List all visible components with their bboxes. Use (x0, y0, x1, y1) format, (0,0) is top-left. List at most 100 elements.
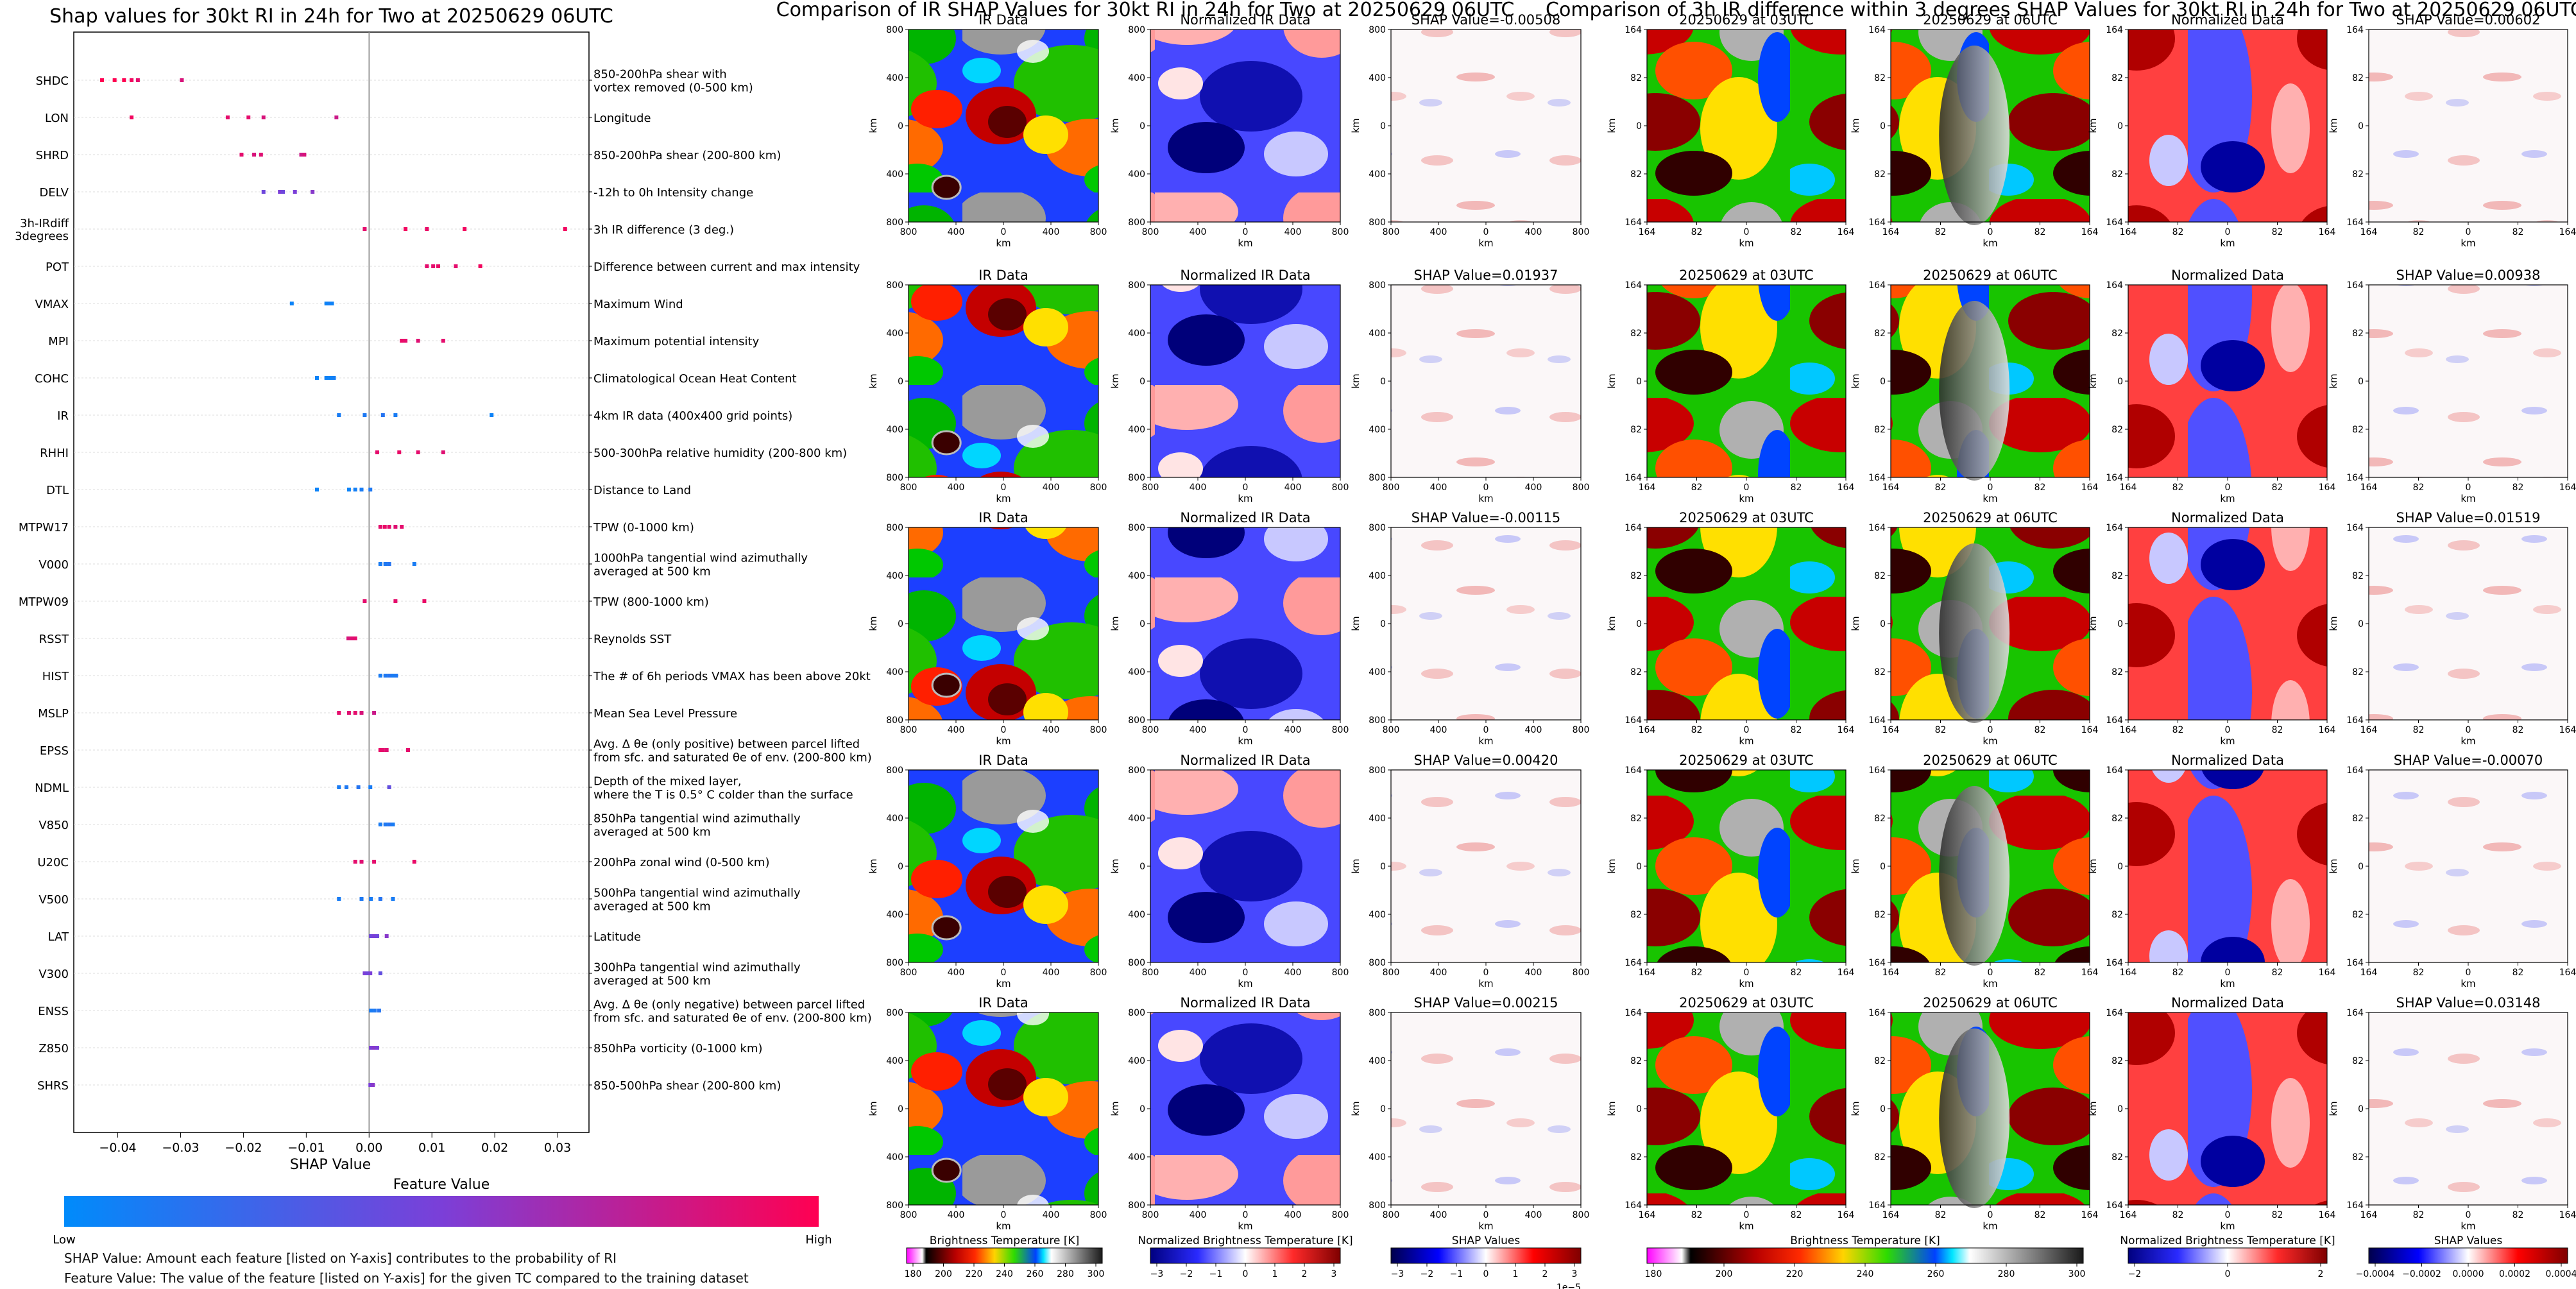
y-tick-label: 82 (1874, 814, 1886, 824)
x-tick-label: 164 (1639, 725, 1656, 735)
shap-point (368, 1083, 373, 1087)
shap-point (259, 153, 263, 157)
x-tick-label: 800 (1090, 227, 1107, 237)
x-tick-label: 82 (1691, 968, 1703, 978)
shap-point (387, 562, 391, 566)
x-axis-label: km (996, 1220, 1011, 1232)
feature-name: IR (57, 409, 69, 423)
x-tick-label: 82 (2512, 968, 2524, 978)
y-tick-label: 164 (1625, 473, 1642, 483)
colorbar (906, 1247, 1103, 1264)
y-tick-label: 164 (2106, 765, 2123, 776)
x-axis-label: km (1739, 493, 1753, 504)
image-panel (1647, 285, 1846, 477)
colorbar-tick-label: 1 (1272, 1269, 1278, 1279)
feature-description: 500hPa tangential wind azimuthally (593, 887, 801, 900)
shap-point (375, 1046, 379, 1050)
feature-name: EPSS (40, 744, 69, 758)
y-axis-label: km (1350, 616, 1361, 631)
x-tick-label: 164 (2319, 725, 2336, 735)
feature-description: Reynolds SST (593, 633, 672, 646)
x-tick-label: 800 (1573, 968, 1590, 978)
y-tick-label: 0 (2117, 121, 2123, 132)
section-title: Comparison of 3h IR difference within 3 … (1546, 0, 2576, 21)
y-tick-label: 164 (1868, 25, 1886, 35)
x-tick-label: 400 (1525, 227, 1542, 237)
y-tick-label: 0 (1139, 121, 1145, 132)
shap-point (383, 674, 388, 678)
panel-title: Normalized Data (2171, 753, 2284, 768)
cold-cloud-top (1939, 786, 2010, 966)
image-panel (1150, 285, 1340, 477)
image-panel (1391, 770, 1581, 962)
shap-point (478, 264, 482, 268)
colorbar-tick-label: 0.0002 (2499, 1269, 2530, 1279)
y-tick-label: 400 (1128, 1152, 1145, 1163)
shap-point (239, 153, 244, 157)
shap-point (246, 115, 251, 119)
feature-name: V850 (38, 819, 69, 832)
y-tick-label: 400 (1128, 910, 1145, 920)
panel-title: SHAP Value=-0.00115 (1412, 510, 1561, 525)
x-tick-label: 82 (1935, 1210, 1947, 1220)
x-tick-label: 0.01 (418, 1141, 445, 1155)
y-tick-label: 0 (898, 377, 903, 387)
shap-point (356, 785, 361, 789)
y-axis-label: km (1606, 118, 1617, 133)
image-panel (2128, 770, 2327, 962)
image-panel (1150, 30, 1340, 222)
x-tick-label: 0 (1001, 725, 1007, 735)
y-tick-label: 82 (2352, 425, 2364, 435)
y-axis-label: km (867, 858, 879, 873)
y-tick-label: 0 (1380, 377, 1386, 387)
x-tick-label: 800 (1332, 1210, 1349, 1220)
feature-name: ENSS (38, 1005, 69, 1018)
x-axis-label: km (1983, 237, 1997, 249)
storm-eye (931, 1157, 962, 1183)
x-tick-label: 82 (2272, 227, 2283, 237)
shap-point (372, 934, 377, 938)
colorbar-tick-label: 240 (1857, 1269, 1874, 1279)
y-tick-label: 82 (2111, 1152, 2123, 1163)
colorbar-tick-label: 1 (1513, 1269, 1519, 1279)
x-axis-label: km (996, 978, 1011, 989)
x-tick-label: 0 (2225, 968, 2231, 978)
shap-point (252, 153, 257, 157)
shap-point (180, 78, 184, 82)
shap-point (225, 115, 230, 119)
x-axis-label: km (2461, 237, 2475, 249)
x-tick-label: 82 (2413, 482, 2425, 493)
shap-point (330, 302, 334, 305)
y-tick-label: 82 (2352, 910, 2364, 920)
x-tick-label: 800 (1383, 227, 1400, 237)
x-axis-label: km (1983, 735, 1997, 747)
feature-description: Difference between current and max inten… (593, 260, 860, 274)
panel-title: IR Data (978, 995, 1028, 1011)
shap-point (337, 711, 341, 715)
x-tick-label: 82 (2413, 227, 2425, 237)
x-tick-label: 164 (2081, 968, 2099, 978)
colorbar-label: Brightness Temperature [K] (1790, 1234, 1940, 1247)
y-axis-label: km (2087, 1101, 2099, 1116)
y-tick-label: 164 (1625, 280, 1642, 291)
y-tick-label: 82 (2352, 667, 2364, 678)
y-tick-label: 400 (886, 571, 903, 581)
feature-description: 200hPa zonal wind (0-500 km) (593, 856, 770, 869)
x-tick-label: 164 (2120, 227, 2137, 237)
shap-point (397, 450, 402, 454)
panel-title: Normalized Data (2171, 12, 2284, 28)
feature-name: VMAX (35, 298, 69, 311)
colorbar-tick-label: 0.0000 (2453, 1269, 2484, 1279)
x-tick-label: 82 (2034, 227, 2046, 237)
x-tick-label: 800 (1332, 968, 1349, 978)
y-tick-label: 800 (886, 25, 903, 35)
y-tick-label: 164 (2106, 715, 2123, 726)
y-tick-label: 0 (1636, 619, 1642, 629)
colorbar-tick-label: −1 (1209, 1269, 1223, 1279)
feature-description: -12h to 0h Intensity change (593, 186, 753, 200)
ir3h-shap-comparison: Comparison of 3h IR difference within 3 … (1546, 0, 2576, 1279)
x-tick-label: 400 (1043, 725, 1060, 735)
x-axis-label: km (1983, 978, 1997, 989)
x-tick-label: 400 (1190, 482, 1207, 493)
